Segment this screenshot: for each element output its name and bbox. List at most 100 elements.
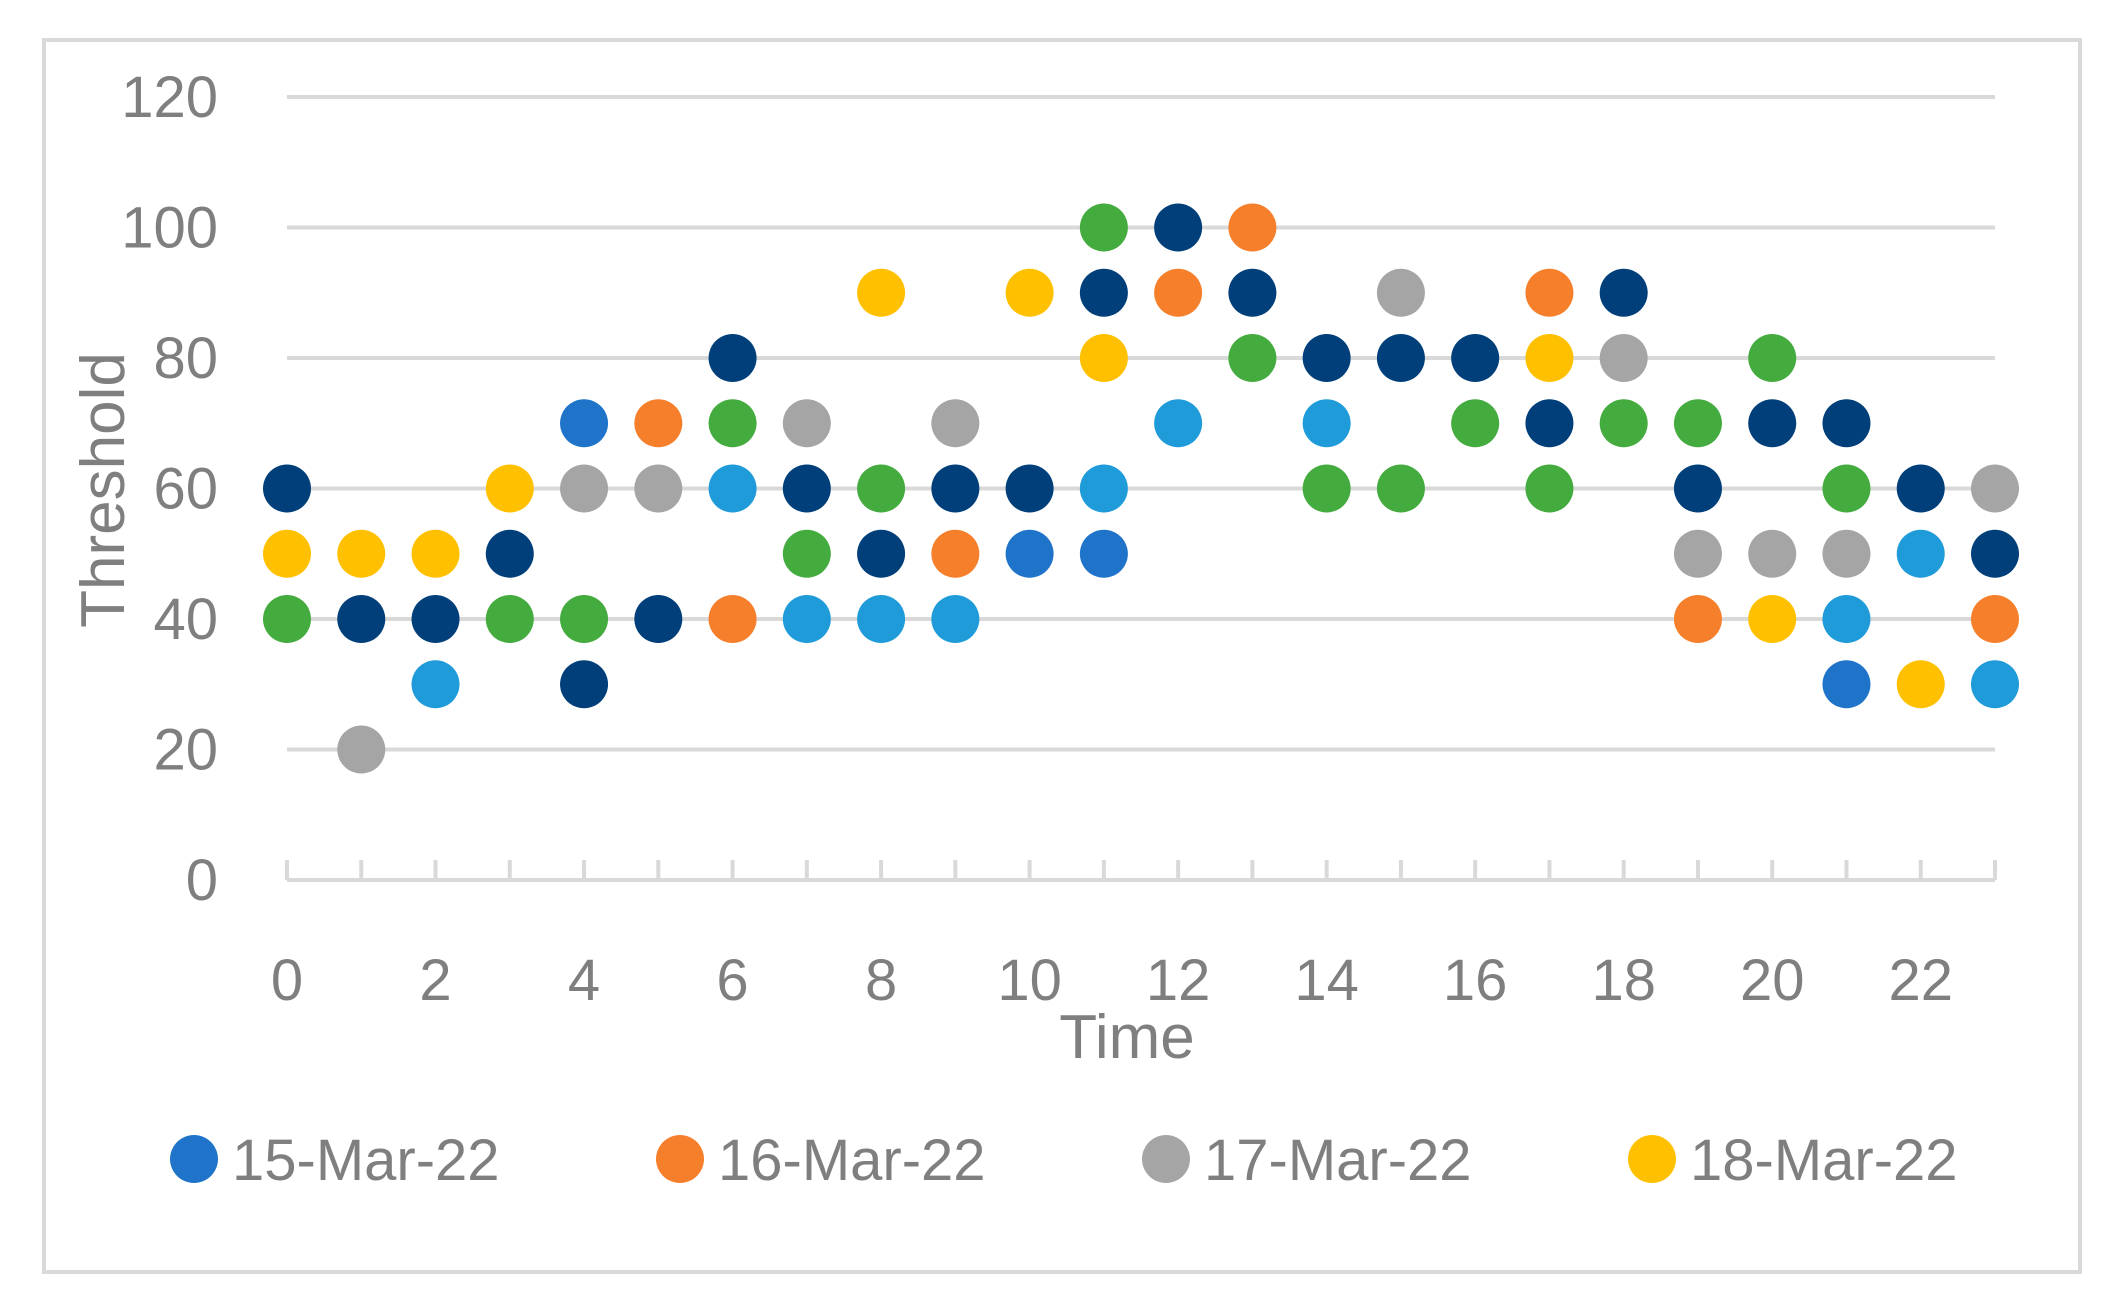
x-tick-label: 22 [1888,948,1953,1013]
x-tick-label: 0 [271,948,303,1013]
data-point [1748,399,1797,448]
data-point [857,595,906,643]
data-point [1228,334,1277,382]
legend-item: 18-Mar-22 [1628,1128,1958,1193]
data-point [782,595,831,643]
data-point [857,529,906,578]
data-point [1154,399,1203,448]
data-point [1005,529,1054,578]
legend-label: 16-Mar-22 [718,1128,986,1193]
data-point [857,464,906,513]
data-point [263,529,311,578]
data-point [1599,399,1648,448]
x-tick-label: 10 [997,948,1062,1013]
data-point [1599,268,1648,317]
chart-frame [42,38,2082,1274]
data-point [560,464,609,513]
data-point [1971,660,2019,709]
data-point [931,399,980,448]
data-point [1822,464,1871,513]
data-point [708,595,757,643]
data-point [1079,464,1128,513]
data-points [263,203,2019,774]
x-axis-tick-labels: 0 2 4 6 8 10 12 14 16 18 20 22 [271,948,1953,1013]
y-axis-tick-labels: 0 20 40 60 80 100 120 [121,65,218,913]
data-point [337,595,386,643]
gridlines [287,95,1995,752]
data-point [931,529,980,578]
data-point [1673,399,1722,448]
x-tick-label: 12 [1146,948,1211,1013]
data-point [560,660,609,709]
data-point [857,268,906,317]
x-tick-label: 8 [865,948,897,1013]
data-point [1673,529,1722,578]
data-point [1005,464,1054,513]
data-point [1971,464,2019,513]
data-point [485,595,534,643]
data-point [1525,334,1574,382]
data-point [1599,334,1648,382]
data-point [634,399,683,448]
legend-label: 17-Mar-22 [1204,1128,1472,1193]
x-tick-label: 16 [1443,948,1508,1013]
data-point [1079,529,1128,578]
data-point [782,464,831,513]
legend-marker [170,1135,218,1183]
data-point [1971,529,2019,578]
data-point [1376,334,1425,382]
legend: 15-Mar-22 16-Mar-22 17-Mar-22 18-Mar-22 [170,1128,1958,1193]
y-tick-label: 0 [186,848,218,913]
legend-label: 18-Mar-22 [1690,1128,1958,1193]
data-point [1748,529,1797,578]
legend-marker [1142,1135,1190,1183]
data-point [485,529,534,578]
data-point [1302,464,1351,513]
y-axis-title: Threshold [69,352,138,628]
data-point [1154,268,1203,317]
data-point [1896,660,1945,709]
data-point [1673,595,1722,643]
data-point [337,725,386,774]
data-point [1673,464,1722,513]
legend-item: 15-Mar-22 [170,1128,500,1193]
data-point [1079,334,1128,382]
y-tick-label: 40 [153,587,218,652]
data-point [1302,334,1351,382]
data-point [1525,268,1574,317]
y-tick-label: 20 [153,718,218,783]
legend-label: 15-Mar-22 [232,1128,500,1193]
y-tick-label: 120 [121,65,218,130]
x-tick-label: 14 [1294,948,1359,1013]
data-point [1822,399,1871,448]
data-point [708,399,757,448]
x-axis-title: Time [1059,1003,1194,1072]
data-point [1971,595,2019,643]
data-point [1896,529,1945,578]
data-point [708,464,757,513]
data-point [411,660,460,709]
data-point [411,595,460,643]
data-point [1228,268,1277,317]
data-point [411,529,460,578]
data-point [1525,464,1574,513]
legend-item: 17-Mar-22 [1142,1128,1472,1193]
data-point [1451,334,1500,382]
data-point [485,464,534,513]
data-point [263,464,311,513]
data-point [1748,595,1797,643]
data-point [782,529,831,578]
data-point [1822,660,1871,709]
data-point [1748,334,1797,382]
data-point [560,595,609,643]
x-tick-label: 2 [419,948,451,1013]
x-axis [285,860,1997,882]
y-tick-label: 100 [121,196,218,261]
data-point [263,595,311,643]
legend-marker [1628,1135,1676,1183]
legend-marker [656,1135,704,1183]
data-point [1228,203,1277,252]
data-point [1525,399,1574,448]
data-point [1451,399,1500,448]
